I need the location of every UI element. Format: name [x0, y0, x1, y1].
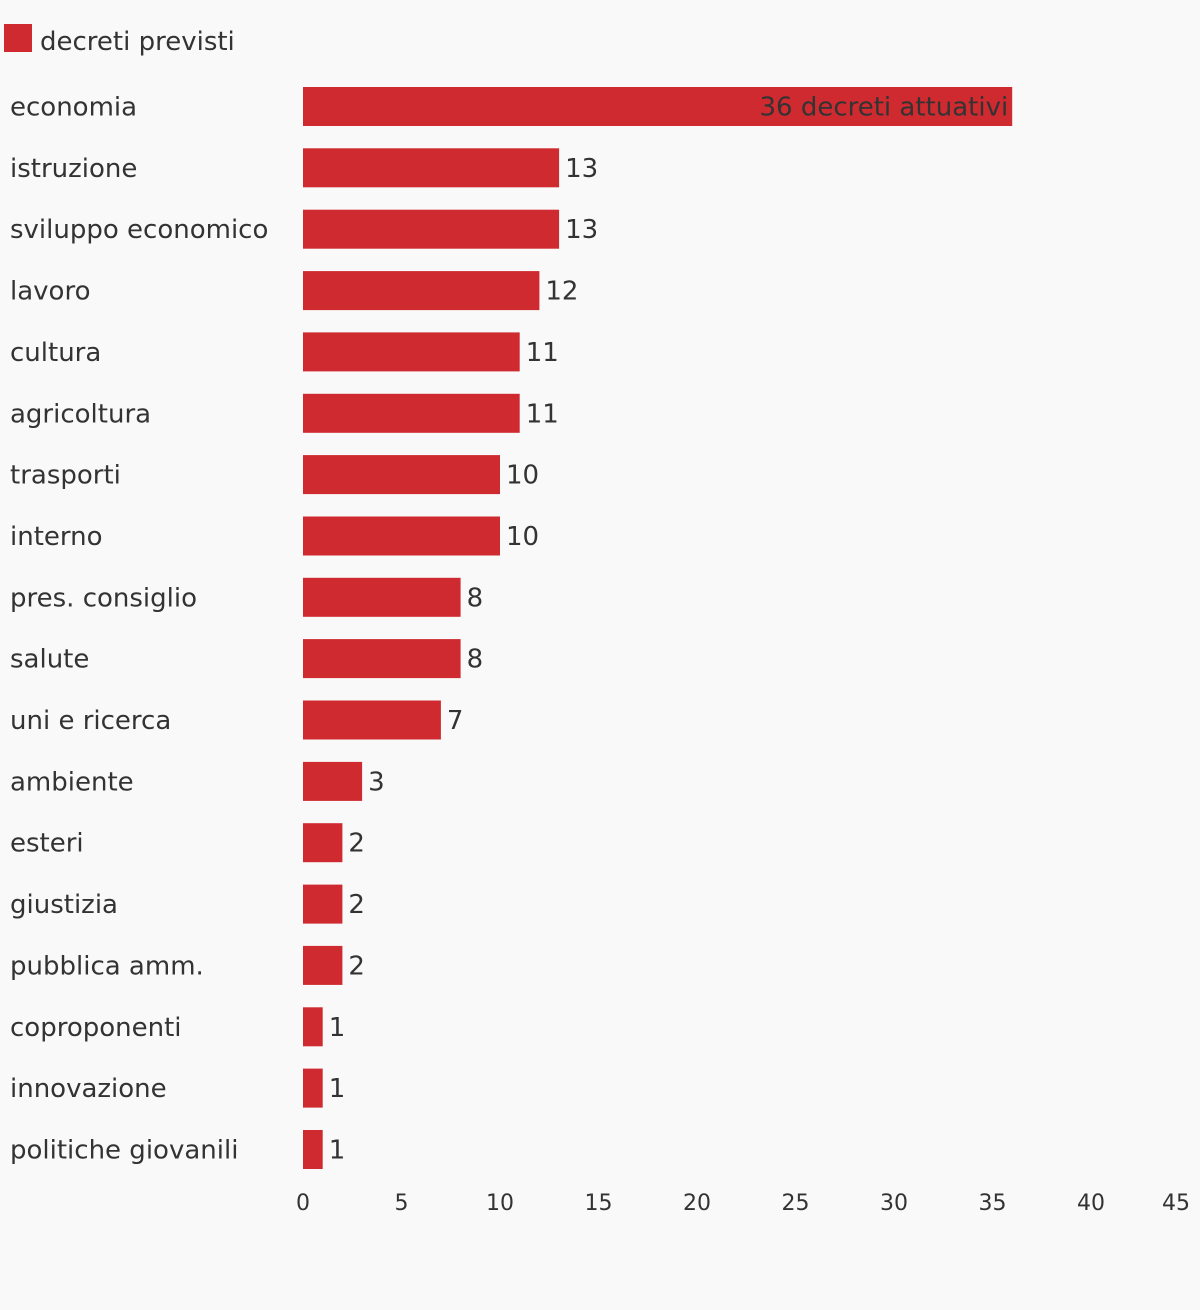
- category-label: pubblica amm.: [10, 951, 204, 981]
- bar: [303, 148, 560, 188]
- bar: [303, 516, 500, 556]
- category-label: salute: [10, 645, 89, 675]
- bar: [303, 1130, 323, 1169]
- value-label: 11: [526, 338, 559, 368]
- x-axis: 0 5 10 15 20 25 30 35 40 45: [296, 1191, 1190, 1216]
- x-tick-label: 45: [1162, 1191, 1190, 1216]
- value-label: 12: [545, 277, 578, 307]
- value-label: 2: [348, 951, 365, 981]
- bar: [303, 823, 343, 863]
- bar: [303, 1068, 323, 1108]
- value-label: 10: [506, 461, 539, 491]
- category-label: economia: [10, 93, 137, 123]
- category-label: innovazione: [10, 1074, 167, 1104]
- x-tick-label: 0: [296, 1191, 310, 1216]
- x-tick-label: 40: [1077, 1191, 1105, 1216]
- bar: [303, 332, 520, 372]
- value-label: 8: [467, 645, 484, 675]
- value-label: 13: [565, 154, 598, 184]
- value-label: 2: [348, 890, 365, 920]
- legend-swatch: [4, 24, 32, 52]
- category-label: ambiente: [10, 767, 134, 797]
- category-label: sviluppo economico: [10, 215, 268, 245]
- bar: [303, 455, 500, 495]
- bar: [303, 639, 461, 679]
- value-label: 3: [368, 767, 385, 797]
- x-tick-label: 30: [880, 1191, 908, 1216]
- x-tick-label: 25: [782, 1191, 810, 1216]
- bar: [303, 1007, 323, 1047]
- legend: decreti previsti: [4, 24, 235, 57]
- value-label: 11: [526, 399, 559, 429]
- bar: [303, 577, 461, 617]
- category-label: giustizia: [10, 890, 118, 920]
- x-tick-label: 10: [486, 1191, 514, 1216]
- category-label: coproponenti: [10, 1013, 182, 1043]
- value-label: 1: [329, 1136, 346, 1166]
- value-label: 10: [506, 522, 539, 552]
- category-label: agricoltura: [10, 399, 151, 429]
- bar: [303, 700, 441, 740]
- bar: [303, 884, 343, 924]
- category-label: pres. consiglio: [10, 583, 197, 613]
- bar: [303, 87, 1013, 126]
- value-label: 7: [447, 706, 464, 736]
- bar: [303, 209, 560, 249]
- value-label: 1: [329, 1074, 346, 1104]
- bar: [303, 271, 540, 311]
- value-label: 1: [329, 1013, 346, 1043]
- x-tick-label: 5: [395, 1191, 409, 1216]
- legend-label: decreti previsti: [40, 27, 235, 57]
- category-label: uni e ricerca: [10, 706, 171, 736]
- bar: [303, 761, 363, 801]
- category-label: interno: [10, 522, 103, 552]
- x-tick-label: 15: [585, 1191, 613, 1216]
- value-label: 2: [348, 829, 365, 859]
- category-label: trasporti: [10, 461, 121, 491]
- value-label: 8: [467, 583, 484, 613]
- category-label: cultura: [10, 338, 101, 368]
- value-label: 36 decreti attuativi: [759, 93, 1008, 123]
- value-label: 13: [565, 215, 598, 245]
- bar: [303, 393, 520, 433]
- category-label: politiche giovanili: [10, 1136, 238, 1166]
- bar: [303, 945, 343, 985]
- category-label: istruzione: [10, 154, 137, 184]
- category-label: lavoro: [10, 277, 90, 307]
- category-label: esteri: [10, 829, 84, 859]
- x-tick-label: 20: [683, 1191, 711, 1216]
- x-tick-label: 35: [979, 1191, 1007, 1216]
